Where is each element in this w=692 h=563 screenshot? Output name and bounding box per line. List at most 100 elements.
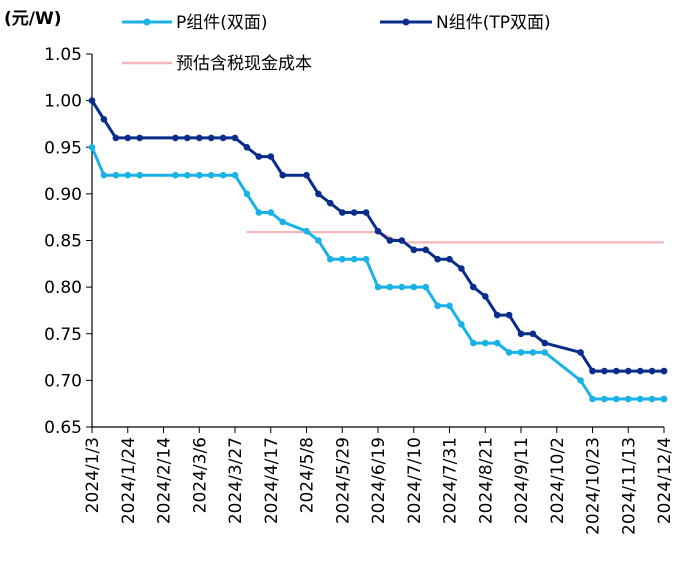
data-point-n-module — [589, 367, 596, 375]
data-point-n-module — [386, 237, 394, 244]
y-tick-label: 0.85 — [44, 232, 82, 252]
x-tick-label: 2024/6/19 — [369, 437, 389, 524]
data-point-n-module — [625, 367, 632, 375]
x-tick-label: 2024/9/11 — [512, 437, 532, 524]
data-point-n-module — [315, 190, 322, 198]
data-point-n-module — [601, 367, 608, 375]
x-tick-label: 2024/1/3 — [83, 437, 103, 513]
data-point-p-module — [219, 171, 227, 179]
data-point-n-module — [124, 134, 132, 142]
data-point-n-module — [541, 339, 549, 347]
x-tick-label: 2024/5/8 — [298, 437, 318, 513]
series-line-p-module — [90, 146, 664, 401]
data-point-p-module — [184, 171, 191, 179]
data-point-p-module — [374, 283, 382, 291]
data-point-p-module — [255, 209, 263, 216]
x-axis-ticks: 2024/1/3 2024/1/24 2024/2/14 2024/3/6 2024/3… — [83, 427, 675, 535]
data-point-p-module — [589, 395, 596, 403]
y-unit-label: (元/W) — [4, 9, 62, 29]
data-point-n-module — [648, 367, 656, 375]
legend-label-cash-cost: 预估含税现金成本 — [176, 54, 312, 74]
data-point-n-module — [339, 209, 346, 216]
data-point-n-module — [136, 134, 143, 142]
data-point-n-module — [303, 171, 310, 179]
x-tick-label: 2024/10/23 — [584, 437, 604, 535]
data-point-n-module — [207, 134, 215, 142]
data-point-p-module — [660, 395, 668, 403]
x-tick-label: 2024/5/29 — [333, 437, 353, 524]
x-tick-label: 2024/2/14 — [155, 437, 175, 524]
y-tick-label: 0.90 — [44, 185, 82, 205]
data-point-p-module — [136, 171, 143, 179]
x-tick-label: 2024/3/6 — [190, 437, 210, 513]
data-point-n-module — [327, 199, 334, 207]
data-point-p-module — [279, 218, 287, 226]
data-point-n-module — [458, 265, 465, 272]
data-point-p-module — [493, 339, 501, 347]
data-point-n-module — [482, 293, 489, 300]
data-point-n-module — [493, 311, 501, 319]
data-point-p-module — [386, 283, 394, 291]
data-point-p-module — [470, 339, 477, 347]
data-point-n-module — [267, 153, 275, 160]
data-point-p-module — [172, 171, 179, 179]
data-point-p-module — [577, 377, 584, 384]
x-tick-label: 2024/1/24 — [119, 437, 139, 524]
data-point-p-module — [112, 171, 120, 179]
data-point-n-module — [196, 134, 203, 142]
x-tick-label: 2024/4/17 — [262, 437, 282, 524]
x-tick-label: 2024/10/2 — [548, 437, 568, 524]
data-point-p-module — [315, 237, 322, 244]
data-point-p-module — [243, 190, 251, 198]
legend: P组件(双面) N组件(TP双面) 预估含税现金成本 — [122, 13, 551, 74]
data-point-n-module — [434, 255, 441, 263]
data-point-p-module — [339, 255, 346, 263]
y-tick-label: 0.95 — [44, 138, 82, 158]
legend-label-p-module: P组件(双面) — [176, 13, 268, 33]
data-point-n-module — [88, 97, 96, 104]
data-point-p-module — [613, 395, 620, 403]
data-point-n-module — [184, 134, 191, 142]
data-point-p-module — [541, 349, 549, 356]
data-point-n-module — [660, 367, 668, 375]
data-point-n-module — [112, 134, 120, 142]
data-point-n-module — [231, 134, 239, 142]
data-point-n-module — [350, 209, 358, 216]
legend-item-p-module: P组件(双面) — [122, 13, 268, 33]
data-point-n-module — [172, 134, 179, 142]
data-point-n-module — [446, 255, 453, 263]
y-axis-ticks: 1.05 1.00 0.95 0.90 0.85 0.80 0.75 0.70 0.65 — [44, 45, 92, 438]
data-point-p-module — [446, 302, 453, 310]
data-point-p-module — [88, 144, 96, 151]
y-tick-label: 0.65 — [44, 418, 82, 438]
data-point-n-module — [577, 349, 584, 356]
data-point-p-module — [100, 171, 108, 179]
data-point-n-module — [279, 171, 287, 179]
series-line-n-module — [90, 99, 664, 373]
y-tick-label: 1.00 — [44, 92, 82, 112]
data-point-p-module — [398, 283, 406, 291]
data-point-n-module — [219, 134, 227, 142]
data-point-p-module — [434, 302, 441, 310]
data-point-p-module — [422, 283, 430, 291]
data-point-n-module — [422, 246, 430, 254]
y-tick-label: 1.05 — [44, 45, 82, 65]
data-point-n-module — [100, 116, 108, 123]
x-tick-label: 2024/7/31 — [441, 437, 461, 524]
data-point-p-module — [505, 349, 513, 356]
data-point-p-module — [648, 395, 656, 403]
data-point-n-module — [362, 209, 370, 216]
data-point-p-module — [267, 209, 275, 216]
data-point-p-module — [207, 171, 215, 179]
data-point-n-module — [374, 227, 382, 235]
data-point-n-module — [613, 367, 620, 375]
legend-label-n-module: N组件(TP双面) — [436, 13, 551, 33]
data-point-p-module — [636, 395, 644, 403]
x-tick-label: 2024/3/27 — [226, 437, 246, 524]
data-point-p-module — [529, 349, 537, 356]
legend-marker-n-module — [402, 18, 410, 26]
data-point-n-module — [255, 153, 263, 160]
data-point-p-module — [196, 171, 203, 179]
data-point-p-module — [303, 227, 310, 235]
